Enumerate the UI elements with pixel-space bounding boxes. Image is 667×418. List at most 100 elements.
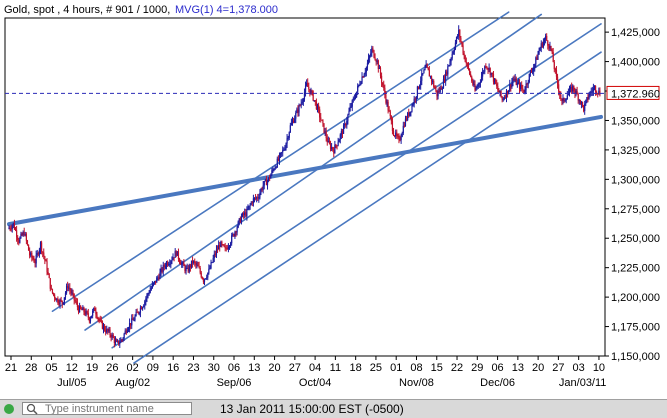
candle-body [125, 330, 127, 333]
candle-body [268, 177, 270, 181]
candle-body [117, 340, 119, 342]
candle-body [38, 249, 41, 255]
candle-body [113, 337, 115, 343]
candle-body [52, 292, 55, 295]
candle-body [491, 72, 493, 74]
candle-body [354, 97, 357, 99]
candle-body [451, 53, 453, 59]
candle-body [583, 105, 585, 111]
candle-body [269, 177, 271, 179]
candle-body [429, 76, 432, 78]
status-dot-icon [4, 404, 14, 414]
candle-body [142, 307, 144, 310]
candle-body [18, 239, 20, 243]
candle-body [427, 67, 429, 71]
candle-body [392, 130, 395, 136]
candle-body [364, 72, 366, 75]
candle-body [80, 305, 82, 309]
candle-body [166, 262, 169, 266]
candle-body [201, 277, 203, 279]
candle-body [263, 181, 265, 186]
candle-body [23, 232, 25, 236]
candle-body [72, 292, 74, 294]
candle-body [476, 86, 478, 88]
candle-body [423, 69, 425, 74]
x-tick-label: 20 [532, 362, 544, 374]
candle-body [348, 111, 350, 115]
candle-body [75, 301, 77, 303]
instrument-title: Gold, spot , 4 hours, # 901 / 1000, [4, 4, 170, 16]
candle-body [331, 147, 333, 149]
candle-body [443, 79, 446, 82]
candle-body [341, 131, 344, 134]
candle-body [47, 271, 49, 274]
candle-body [385, 94, 387, 103]
candle-body [157, 277, 159, 279]
candle-body [212, 257, 214, 263]
candle-body [592, 88, 594, 92]
candle-body [182, 262, 184, 264]
candle-body [379, 67, 382, 76]
candle-body [233, 234, 235, 237]
candle-body [58, 302, 60, 305]
candle-body [515, 78, 517, 85]
candle-body [477, 83, 479, 87]
candle-body [187, 267, 189, 272]
candle-body [353, 98, 356, 100]
indicator-label: MVG(1) 4=1,378.000 [175, 4, 278, 16]
candle-body [218, 245, 220, 250]
y-tick-label: 1,175,000 [611, 322, 660, 334]
candle-body [37, 252, 39, 255]
candle-body [238, 218, 240, 222]
candle-body [32, 257, 34, 260]
candle-body [437, 91, 439, 97]
candle-body [428, 70, 430, 77]
candle-body [288, 132, 290, 138]
search-icon[interactable] [26, 403, 38, 415]
candle-body [366, 63, 369, 68]
candle-body [470, 73, 472, 77]
candle-body [527, 81, 529, 85]
candle-body [500, 91, 502, 97]
candle-body [568, 88, 571, 93]
candle-body [335, 144, 337, 146]
x-tick-label: 27 [552, 362, 564, 374]
candle-body [74, 299, 76, 302]
candle-body [67, 286, 69, 289]
candle-body [183, 262, 185, 266]
candle-body [178, 259, 181, 263]
candle-body [84, 312, 86, 315]
candle-body [578, 100, 580, 102]
x-tick-label: 21 [5, 362, 17, 374]
candle-body [150, 287, 152, 290]
y-tick-label: 1,400,000 [611, 57, 660, 69]
x-month-label: Aug/02 [115, 377, 150, 389]
candle-body [371, 48, 373, 54]
candle-body [39, 242, 42, 250]
candle-body [219, 245, 221, 247]
candle-body [543, 39, 546, 42]
candle-body [546, 35, 548, 41]
candle-body [514, 78, 516, 81]
candle-body [169, 263, 171, 265]
candle-body [73, 293, 75, 300]
candle-body [103, 325, 106, 331]
instrument-search-input[interactable] [22, 402, 192, 415]
candle-body [106, 328, 108, 333]
candle-body [312, 91, 314, 101]
candle-body [292, 120, 295, 123]
candle-body [562, 98, 564, 101]
candle-body [31, 252, 33, 258]
candle-body [424, 67, 426, 70]
x-tick-label: 25 [370, 362, 382, 374]
channel-trend-line [111, 23, 602, 349]
candle-body [257, 197, 259, 199]
candle-body [276, 158, 278, 168]
candle-body [306, 82, 308, 86]
candle-body [332, 147, 334, 150]
candle-body [156, 277, 158, 283]
candle-body [33, 259, 35, 263]
candle-body [185, 267, 187, 271]
candle-body [264, 179, 266, 182]
candle-body [275, 167, 277, 169]
